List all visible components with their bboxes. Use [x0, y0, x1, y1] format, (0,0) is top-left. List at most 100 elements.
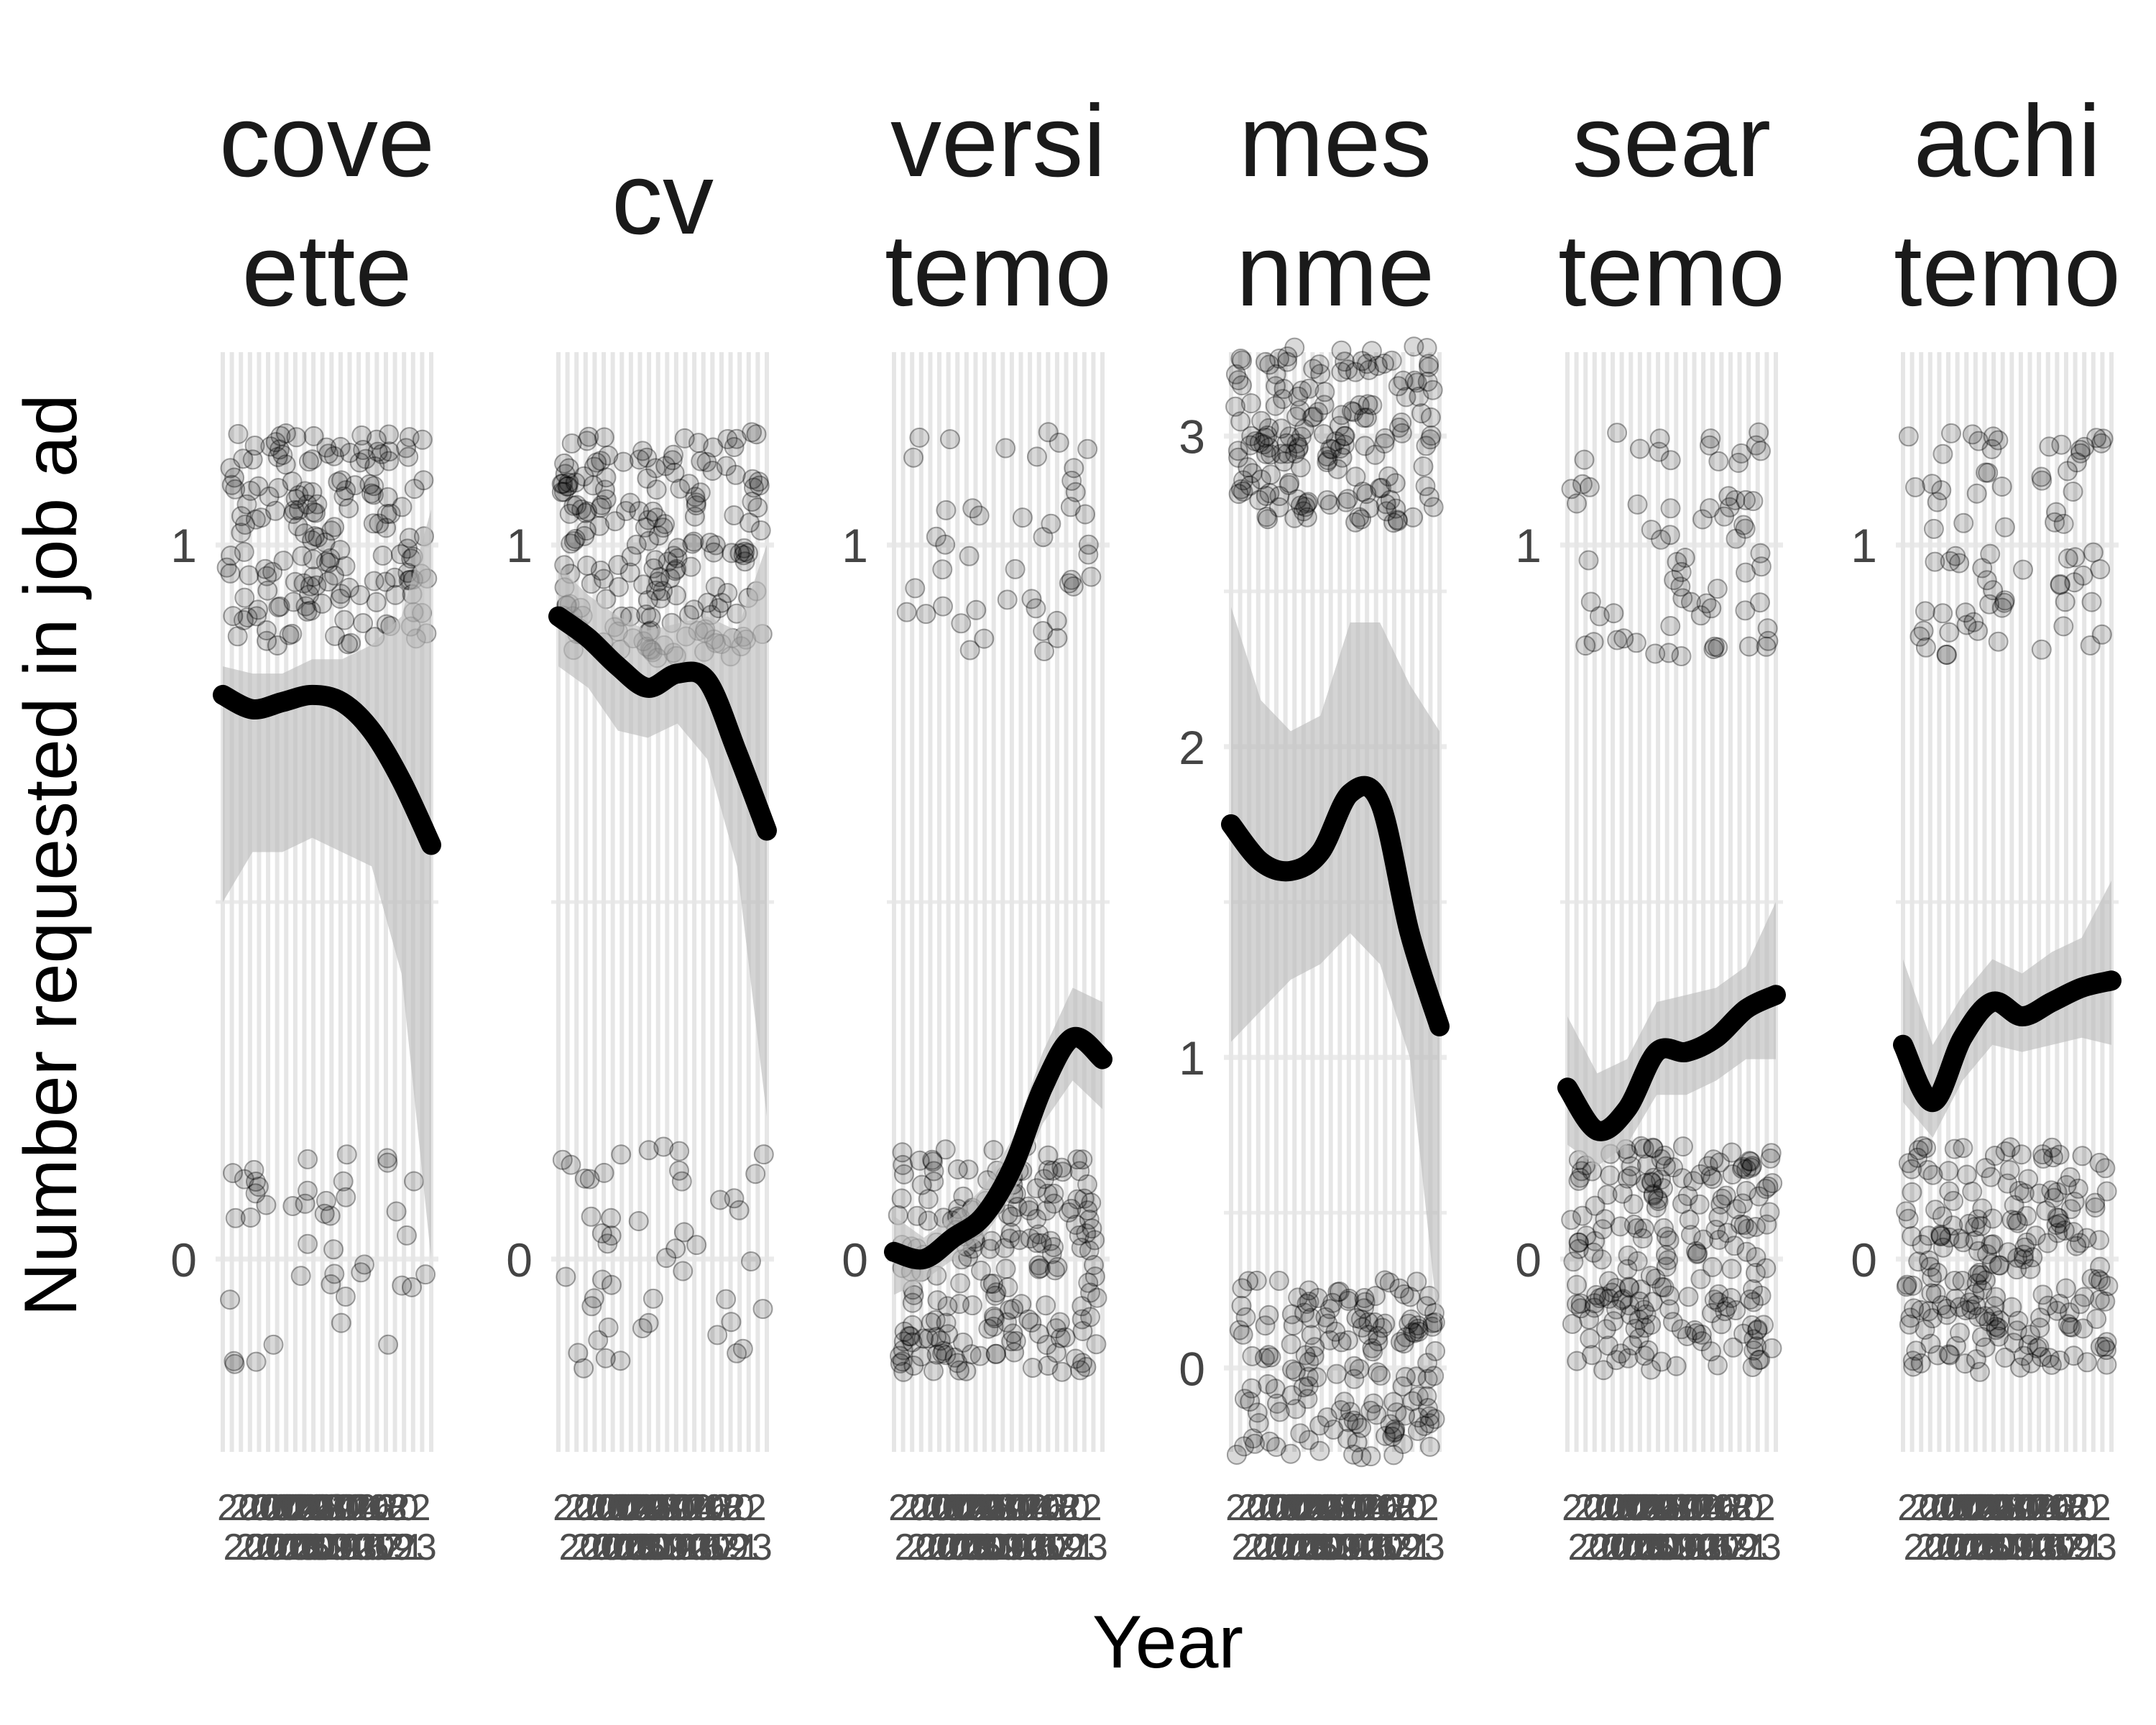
- data-point: [1585, 1230, 1606, 1251]
- data-point: [1567, 493, 1587, 514]
- data-point: [1350, 1309, 1371, 1330]
- data-point: [980, 1274, 1000, 1294]
- data-point: [1629, 438, 1650, 459]
- data-point: [262, 561, 283, 582]
- data-point: [557, 476, 578, 497]
- data-point: [1232, 375, 1252, 396]
- data-point: [298, 451, 319, 472]
- data-point: [985, 1343, 1006, 1364]
- x-tick-label: 2002: [1238, 1487, 1321, 1529]
- data-point: [932, 1343, 953, 1363]
- confidence-ribbon: [1567, 902, 1776, 1167]
- data-point: [1034, 1169, 1054, 1190]
- data-point: [601, 1225, 622, 1246]
- data-point: [893, 1361, 914, 1382]
- data-point: [1406, 1366, 1427, 1387]
- data-point: [1064, 458, 1084, 479]
- data-point: [1297, 1389, 1318, 1409]
- data-point: [1419, 356, 1439, 377]
- data-point: [2070, 1294, 2091, 1315]
- data-point: [333, 486, 354, 507]
- data-point: [555, 464, 576, 484]
- data-point: [1570, 1293, 1591, 1314]
- strip-text: cove: [219, 84, 435, 198]
- data-point: [670, 478, 691, 499]
- data-point: [375, 571, 396, 592]
- data-point: [1595, 1319, 1616, 1340]
- data-point: [255, 558, 276, 579]
- data-point: [938, 1324, 959, 1345]
- smoother-line: [548, 606, 777, 841]
- x-tick-label: 2016: [983, 1487, 1067, 1529]
- data-point: [1406, 372, 1427, 393]
- data-point: [1315, 1307, 1336, 1328]
- data-point: [244, 1159, 264, 1180]
- data-point: [2014, 1183, 2035, 1204]
- data-point: [1683, 1171, 1704, 1192]
- data-point: [601, 1274, 622, 1295]
- x-tick-label: 2011: [1292, 1527, 1373, 1568]
- data-point: [1591, 1249, 1612, 1270]
- data-point: [558, 476, 579, 497]
- x-tick-label: 2023: [1362, 1527, 1445, 1568]
- data-point: [722, 543, 742, 564]
- x-tick-label: 2023: [354, 1527, 437, 1568]
- data-point: [246, 1351, 267, 1372]
- data-point: [926, 1327, 947, 1348]
- data-point: [1365, 444, 1386, 465]
- data-point: [257, 566, 277, 586]
- data-point: [248, 599, 268, 620]
- x-tick-label: 2008: [1609, 1487, 1692, 1529]
- data-point: [1598, 1288, 1619, 1309]
- data-point: [1721, 1259, 1742, 1279]
- data-point: [1562, 1314, 1583, 1334]
- data-point: [1059, 1202, 1079, 1223]
- data-point: [1660, 498, 1681, 519]
- data-point: [234, 610, 254, 630]
- data-point: [573, 466, 594, 487]
- data-point: [1988, 631, 2009, 652]
- y-tick-label: 1: [170, 519, 197, 572]
- data-point: [983, 1140, 1004, 1161]
- data-point: [1018, 1309, 1039, 1330]
- data-point: [724, 505, 745, 525]
- x-tick-label: 2021: [1350, 1527, 1434, 1568]
- data-point: [1710, 1194, 1731, 1215]
- data-point: [377, 504, 397, 525]
- data-point: [1931, 480, 1952, 501]
- data-point: [1762, 1173, 1783, 1194]
- data-point: [2031, 639, 2052, 660]
- data-point: [911, 1346, 931, 1367]
- data-point: [940, 429, 960, 450]
- y-tick-label: 1: [1179, 1031, 1205, 1085]
- data-point: [413, 470, 434, 491]
- x-tick-label: 2022: [683, 1487, 767, 1529]
- data-point: [1238, 457, 1258, 478]
- data-point: [1697, 1156, 1718, 1177]
- data-point: [270, 439, 290, 460]
- data-point: [1310, 364, 1331, 385]
- data-point: [227, 626, 248, 647]
- data-point: [1749, 1186, 1769, 1207]
- data-point: [1700, 1166, 1721, 1187]
- data-point: [1009, 1230, 1030, 1251]
- data-point: [729, 1200, 750, 1220]
- data-point: [1402, 1391, 1423, 1412]
- smoother-line: [213, 684, 441, 855]
- data-point: [1722, 1164, 1743, 1184]
- data-point: [328, 472, 349, 492]
- data-point: [1708, 1292, 1729, 1312]
- data-point: [1423, 497, 1444, 518]
- data-point: [737, 543, 758, 564]
- data-point: [639, 530, 659, 551]
- facet-strip-label: cv: [612, 142, 714, 256]
- data-point: [1640, 1266, 1661, 1287]
- data-point: [2066, 1236, 2087, 1256]
- data-point: [1420, 429, 1441, 450]
- data-point: [1925, 551, 1945, 572]
- data-point: [1347, 1432, 1368, 1453]
- strip-text: sear: [1572, 84, 1771, 198]
- data-point: [1660, 616, 1681, 636]
- data-point: [1395, 1405, 1416, 1426]
- data-point: [1233, 481, 1253, 502]
